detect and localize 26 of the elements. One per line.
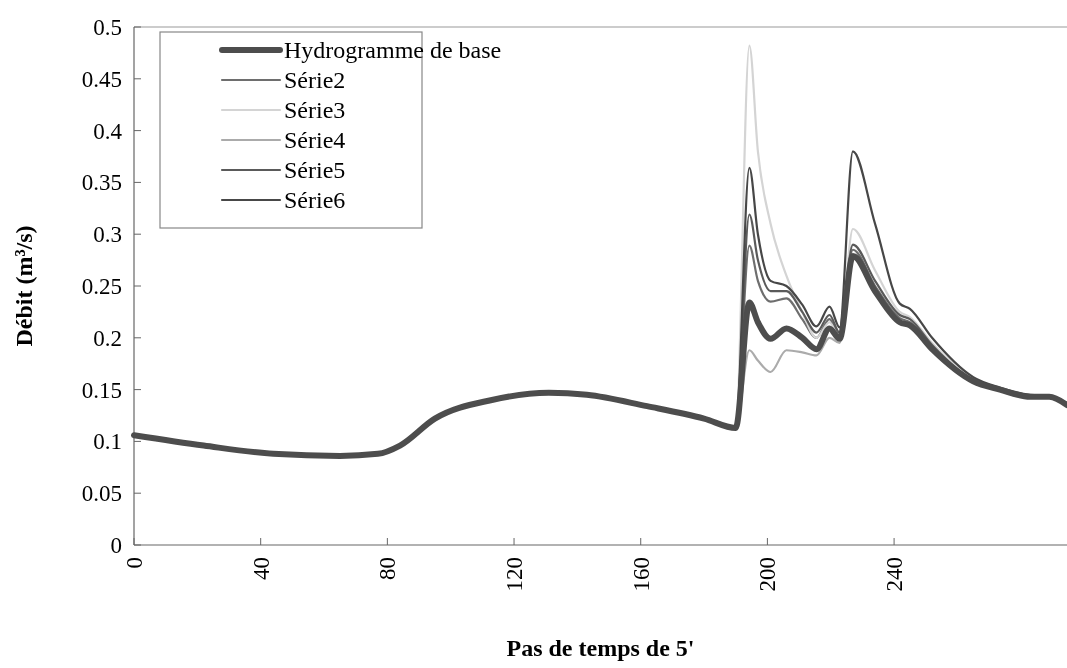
y-tick-label: 0.25 xyxy=(81,274,122,300)
x-tick-label: 160 xyxy=(628,557,654,592)
y-tick-label: 0.45 xyxy=(81,66,122,92)
x-axis-title: Pas de temps de 5' xyxy=(506,635,695,661)
y-tick-label: 0 xyxy=(110,533,122,559)
legend-label: Série6 xyxy=(284,187,346,214)
x-tick-label: 120 xyxy=(502,557,528,592)
y-tick-label: 0.1 xyxy=(93,429,122,455)
legend-label: Série5 xyxy=(284,157,346,184)
y-tick-label: 0.05 xyxy=(81,481,122,507)
x-tick-label: 80 xyxy=(375,557,401,580)
y-axis-title: Débit (m³/s) xyxy=(11,225,37,347)
x-tick-label: 40 xyxy=(248,557,274,580)
y-tick-label: 0.15 xyxy=(81,377,122,403)
x-tick-label: 0 xyxy=(122,557,148,569)
y-tick-label: 0.3 xyxy=(93,222,122,248)
x-tick-label: 200 xyxy=(755,557,781,592)
legend-label: Hydrogramme de base xyxy=(284,37,502,64)
y-tick-label: 0.5 xyxy=(93,15,122,41)
y-tick-label: 0.4 xyxy=(93,118,123,144)
legend-label: Série3 xyxy=(284,97,346,124)
y-tick-label: 0.35 xyxy=(81,170,122,196)
x-tick-label: 240 xyxy=(882,557,908,592)
y-tick-label: 0.2 xyxy=(93,325,122,351)
legend-label: Série2 xyxy=(284,67,346,94)
legend-label: Série4 xyxy=(284,127,346,154)
